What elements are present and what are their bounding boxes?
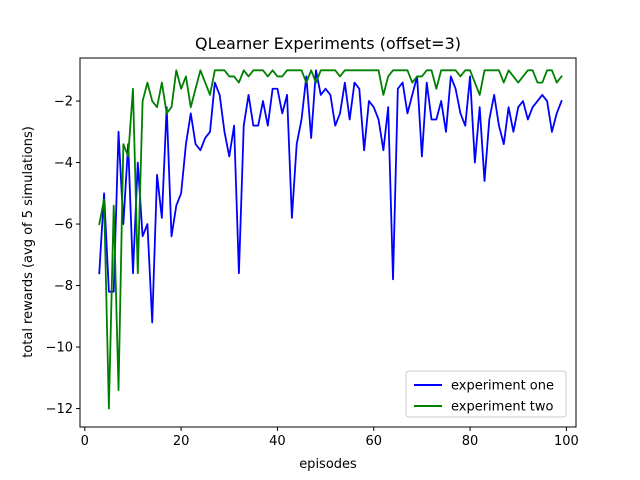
x-tick-label: 0: [81, 434, 89, 449]
legend-label-1: experiment one: [451, 379, 554, 394]
legend-label-2: experiment two: [451, 400, 554, 415]
legend: experiment one experiment two: [405, 370, 567, 418]
series-line-1: [98, 69, 563, 324]
x-tick-label: 100: [554, 434, 579, 449]
y-tick-label: −12: [46, 402, 73, 417]
x-tick-label: 40: [269, 434, 286, 449]
series-line-2: [98, 69, 563, 410]
y-tick-label: −10: [46, 341, 73, 356]
y-tick-label: −4: [54, 156, 73, 171]
y-tick-label: −8: [54, 279, 73, 294]
axes-frame: [79, 57, 577, 428]
x-tick-label: 80: [462, 434, 479, 449]
y-tick-label: −2: [54, 95, 73, 110]
x-tick-label: 60: [365, 434, 382, 449]
chart-title: QLearner Experiments (offset=3): [195, 34, 461, 53]
y-tick-label: −6: [54, 218, 73, 233]
x-axis-label: episodes: [299, 457, 357, 472]
axes: 0 20 40 60 80 100 −12 −10 −8 −6 −4 −2: [46, 57, 579, 449]
y-axis-label: total rewards (avg of 5 simulations): [21, 126, 36, 358]
plot-area: [98, 69, 563, 410]
x-tick-label: 20: [173, 434, 190, 449]
legend-frame: [405, 370, 567, 418]
